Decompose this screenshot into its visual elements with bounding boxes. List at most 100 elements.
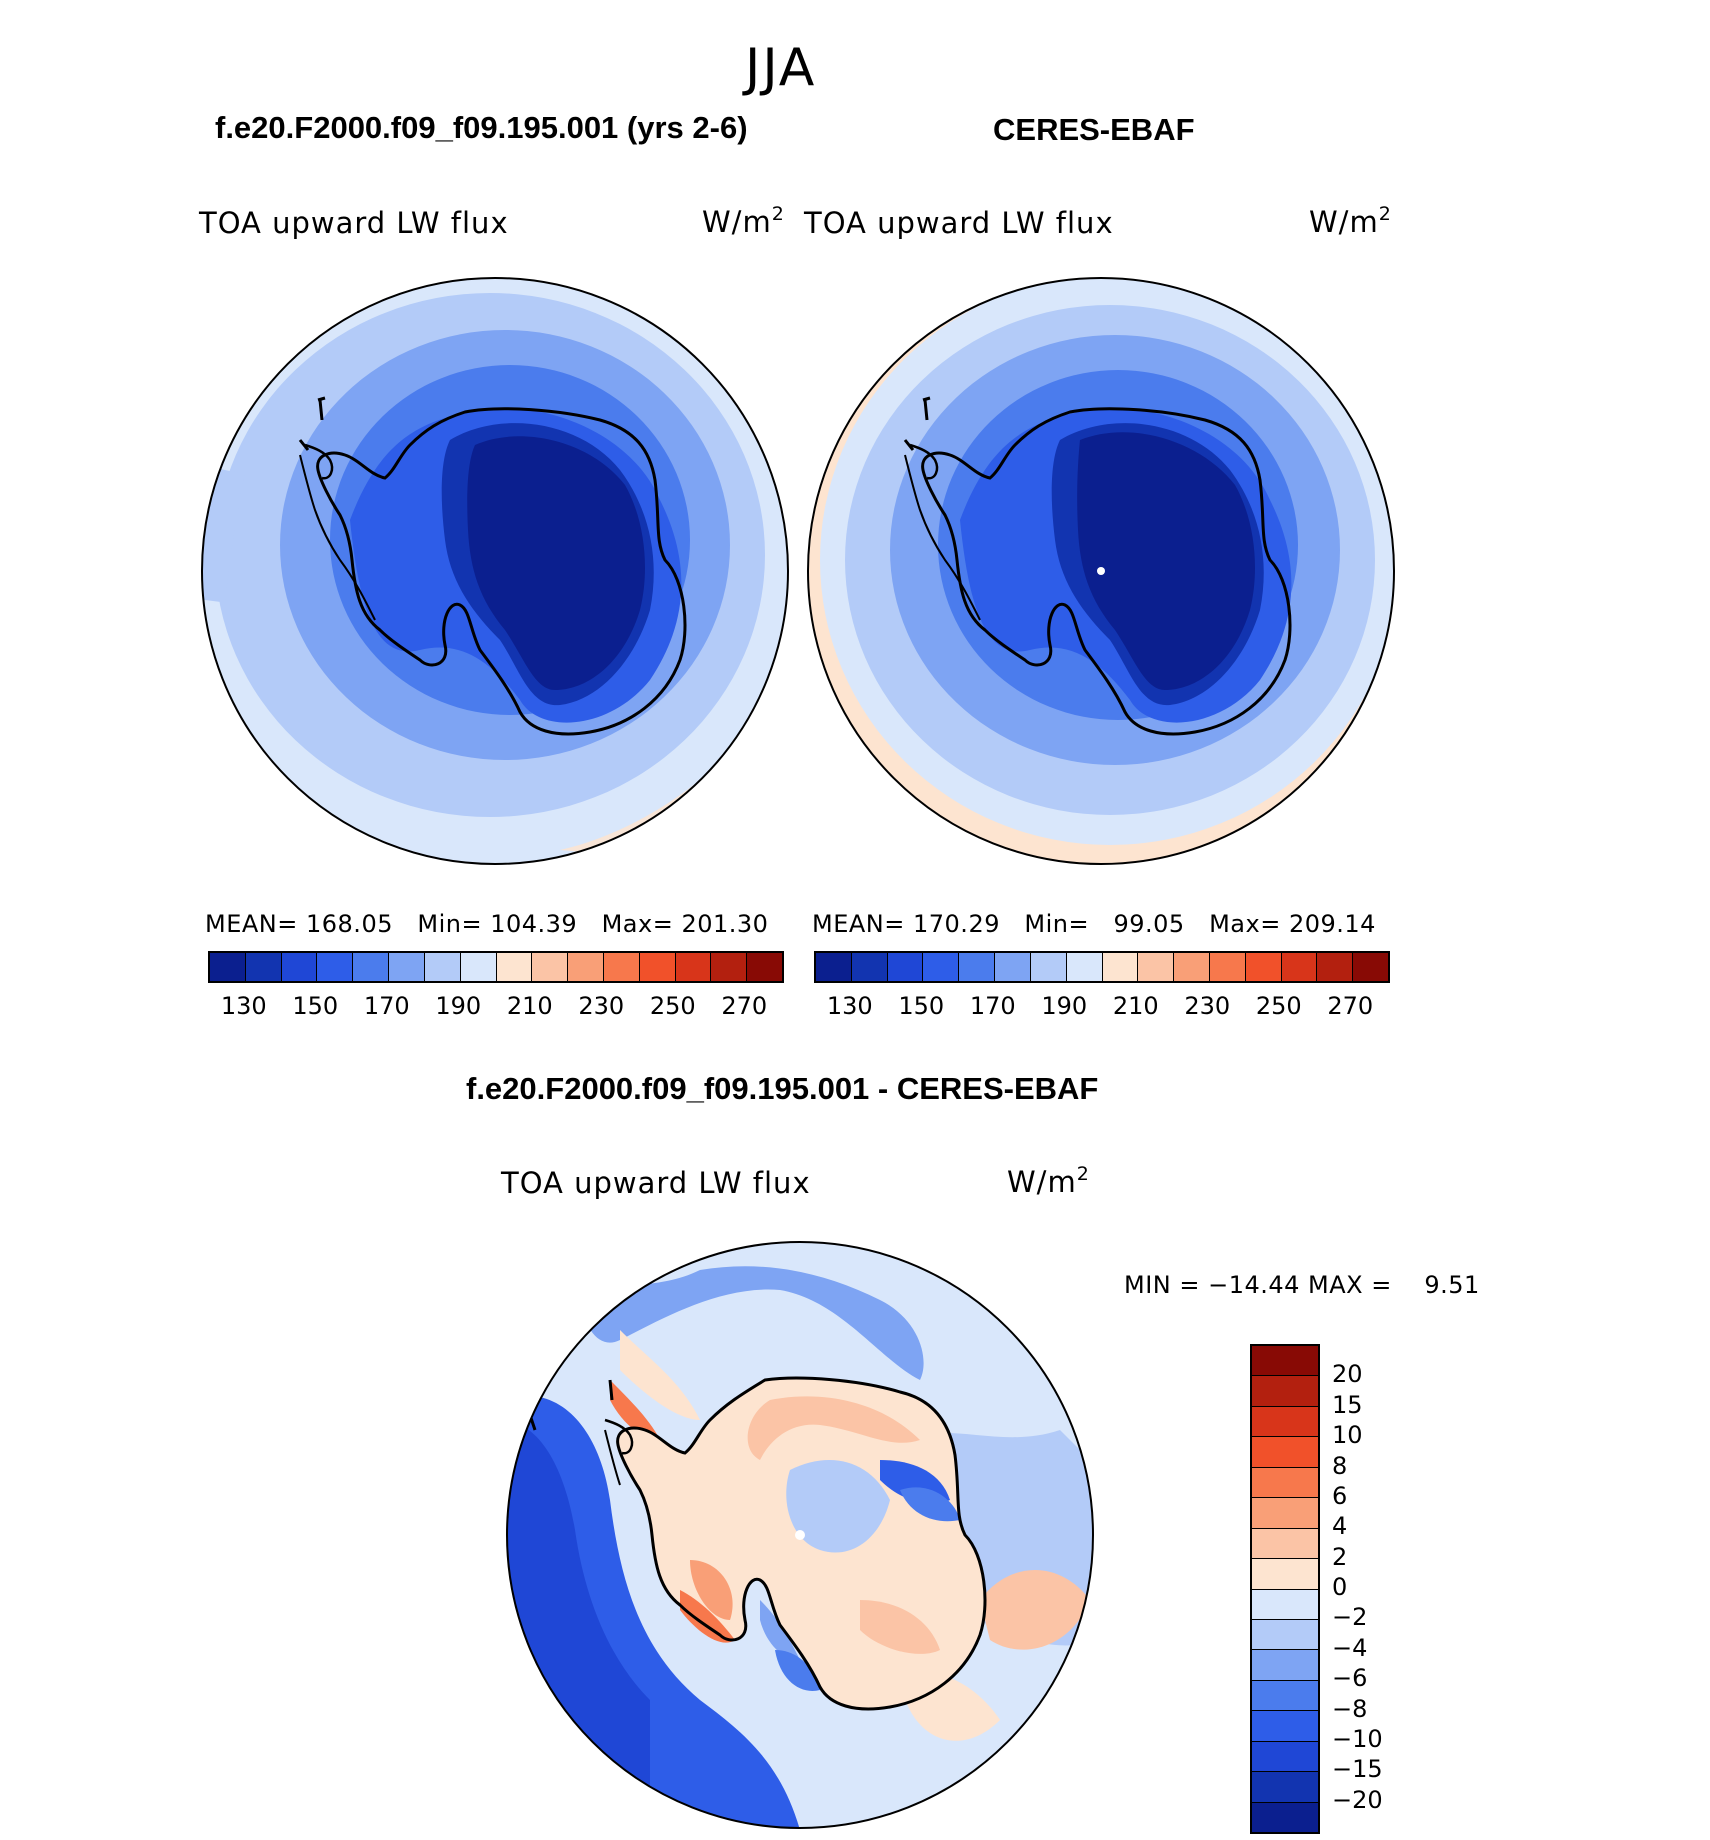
colorbar-swatch <box>245 953 282 981</box>
colorbar-tick-label: 150 <box>898 992 945 1020</box>
colorbar-swatch <box>1252 1711 1318 1742</box>
diff-header: f.e20.F2000.f09_f09.195.001 - CERES-EBAF <box>466 1071 1099 1106</box>
colorbar-swatch <box>389 953 425 981</box>
colorbar-tick-label: 130 <box>220 992 267 1020</box>
colorbar-swatch <box>281 953 318 981</box>
colorbar-swatch <box>1353 953 1388 981</box>
colorbar-tick-label: 10 <box>1332 1421 1363 1450</box>
colorbar-swatch <box>639 953 676 981</box>
colorbar-tick-label: 210 <box>506 992 553 1020</box>
colorbar-swatch <box>1252 1467 1318 1499</box>
colorbar-swatch <box>1252 1589 1318 1620</box>
colorbar-swatch <box>317 953 354 981</box>
colorbar-swatch <box>568 953 604 981</box>
colorbar-tick-label: 15 <box>1332 1390 1363 1419</box>
colorbar-swatch <box>675 953 712 981</box>
model-map <box>202 278 788 864</box>
colorbar-tick-label: 130 <box>826 992 873 1020</box>
diff-map-border <box>506 1241 1094 1829</box>
diff-colorbar <box>1250 1344 1320 1834</box>
colorbar-tick-label: −15 <box>1332 1755 1383 1784</box>
diff-units: W/m2 <box>1007 1163 1090 1199</box>
colorbar-swatch <box>747 953 782 981</box>
colorbar-tick-label: −8 <box>1332 1694 1368 1723</box>
colorbar-swatch <box>1252 1802 1318 1832</box>
colorbar-swatch <box>923 953 960 981</box>
colorbar-swatch <box>1252 1346 1318 1377</box>
colorbar-tick-label: −6 <box>1332 1664 1368 1693</box>
colorbar-tick-label: 230 <box>1184 992 1231 1020</box>
colorbar-swatch <box>711 953 748 981</box>
colorbar-swatch <box>1030 953 1067 981</box>
model-header: f.e20.F2000.f09_f09.195.001 (yrs 2-6) <box>215 110 748 145</box>
colorbar-swatch <box>496 953 533 981</box>
colorbar-tick-label: 4 <box>1332 1512 1348 1541</box>
colorbar-swatch <box>851 953 888 981</box>
colorbar-swatch <box>1252 1680 1318 1712</box>
obs-variable-label: TOA upward LW flux <box>804 206 1114 240</box>
obs-stats: MEAN= 170.29 Min= 99.05 Max= 209.14 <box>812 910 1376 938</box>
colorbar-swatch <box>1252 1650 1318 1681</box>
colorbar-swatch <box>460 953 497 981</box>
colorbar-tick-label: 170 <box>363 992 410 1020</box>
colorbar-tick-label: 150 <box>292 992 339 1020</box>
model-stats: MEAN= 168.05 Min= 104.39 Max= 201.30 <box>205 910 769 938</box>
diff-minmax: MIN = −14.44 MAX = 9.51 <box>1124 1271 1480 1299</box>
colorbar-swatch <box>1252 1619 1318 1651</box>
colorbar-tick-label: −10 <box>1332 1724 1383 1753</box>
obs-units: W/m2 <box>1309 203 1392 239</box>
obs-colorbar <box>814 951 1390 983</box>
colorbar-tick-label: 6 <box>1332 1481 1348 1510</box>
colorbar-tick-label: 20 <box>1332 1360 1363 1389</box>
colorbar-swatch <box>424 953 461 981</box>
colorbar-tick-label: 250 <box>1255 992 1302 1020</box>
colorbar-tick-label: 250 <box>649 992 696 1020</box>
colorbar-swatch <box>1174 953 1210 981</box>
colorbar-tick-label: 170 <box>969 992 1016 1020</box>
colorbar-swatch <box>1252 1741 1318 1773</box>
colorbar-tick-label: −4 <box>1332 1633 1368 1662</box>
colorbar-tick-label: 270 <box>721 992 768 1020</box>
colorbar-swatch <box>1252 1437 1318 1468</box>
diff-map <box>507 1242 1093 1828</box>
colorbar-tick-label: −20 <box>1332 1785 1383 1814</box>
obs-header: CERES-EBAF <box>993 112 1195 147</box>
colorbar-swatch <box>1252 1498 1318 1529</box>
model-variable-label: TOA upward LW flux <box>199 206 509 240</box>
colorbar-swatch <box>1066 953 1103 981</box>
colorbar-tick-label: −2 <box>1332 1603 1368 1632</box>
colorbar-tick-label: 190 <box>1041 992 1088 1020</box>
season-title: JJA <box>745 38 817 98</box>
colorbar-swatch <box>1138 953 1175 981</box>
obs-map-border <box>807 277 1395 865</box>
colorbar-swatch <box>532 953 569 981</box>
colorbar-swatch <box>1252 1772 1318 1803</box>
colorbar-tick-label: 8 <box>1332 1451 1348 1480</box>
model-colorbar <box>208 951 784 983</box>
colorbar-swatch <box>995 953 1031 981</box>
colorbar-swatch <box>210 953 246 981</box>
colorbar-swatch <box>959 953 996 981</box>
diff-variable-label: TOA upward LW flux <box>501 1166 811 1200</box>
colorbar-tick-label: 2 <box>1332 1542 1348 1571</box>
obs-map <box>808 278 1394 864</box>
colorbar-swatch <box>603 953 640 981</box>
colorbar-swatch <box>1245 953 1282 981</box>
colorbar-tick-label: 230 <box>578 992 625 1020</box>
colorbar-tick-label: 190 <box>435 992 482 1020</box>
colorbar-tick-label: 270 <box>1327 992 1374 1020</box>
colorbar-tick-label: 210 <box>1112 992 1159 1020</box>
colorbar-swatch <box>1252 1559 1318 1590</box>
colorbar-swatch <box>887 953 924 981</box>
model-units: W/m2 <box>702 203 785 239</box>
colorbar-swatch <box>1209 953 1246 981</box>
colorbar-swatch <box>1102 953 1139 981</box>
colorbar-swatch <box>1317 953 1354 981</box>
colorbar-swatch <box>1281 953 1318 981</box>
colorbar-swatch <box>353 953 390 981</box>
colorbar-swatch <box>1252 1376 1318 1407</box>
colorbar-swatch <box>816 953 852 981</box>
colorbar-swatch <box>1252 1406 1318 1438</box>
colorbar-swatch <box>1252 1528 1318 1560</box>
